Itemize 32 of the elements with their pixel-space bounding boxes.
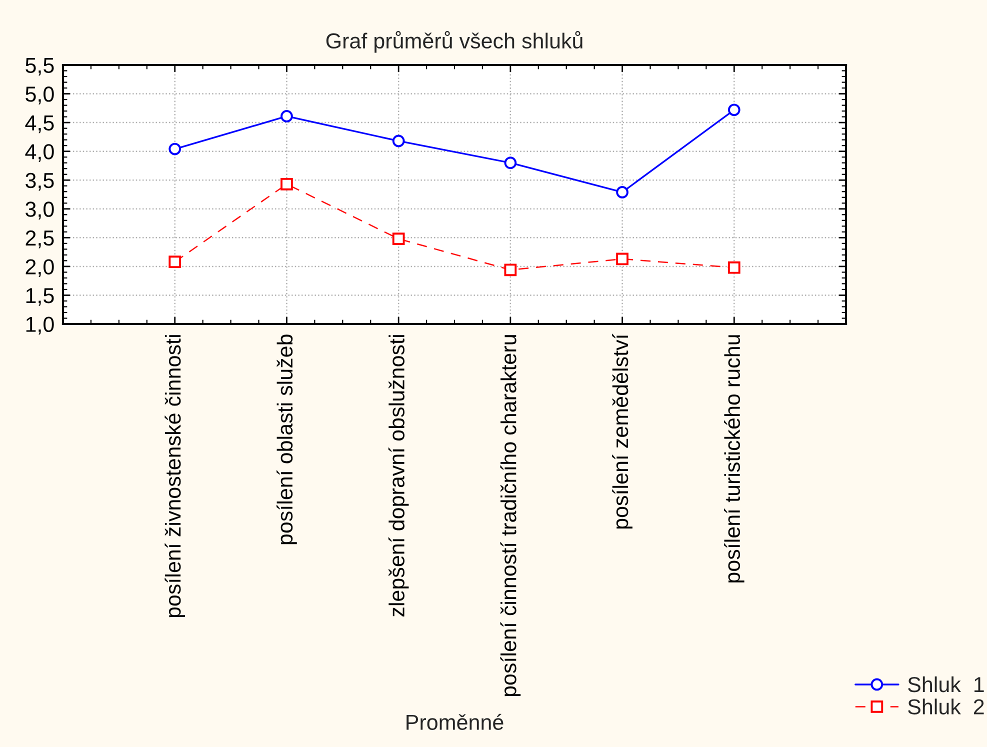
- y-tick-label: 1,0: [26, 316, 54, 335]
- y-tick-label: 4,0: [25, 144, 54, 162]
- point: [280, 110, 293, 122]
- point: [168, 256, 182, 268]
- point: [728, 261, 740, 274]
- x-axis-title: Proměnné: [406, 714, 504, 730]
- y-tick-label: 3,5: [26, 172, 54, 191]
- x-tick-label: posílení činností tradičního charakteru: [500, 335, 521, 696]
- point: [616, 252, 628, 266]
- point: [504, 156, 517, 170]
- legend-label: Shluk 2: [908, 698, 984, 714]
- y-tick-label: 3,0: [26, 202, 54, 220]
- legend-label: Shluk 1: [908, 676, 984, 692]
- y-tick-label: 5,5: [26, 58, 54, 76]
- x-tick-label: posílení turistického ruchu: [724, 335, 744, 582]
- point: [616, 186, 628, 198]
- chart-title: Graf průměrů všech shluků: [326, 30, 582, 53]
- y-tick-label: 5,0: [26, 86, 54, 104]
- point: [392, 134, 405, 148]
- point: [392, 232, 405, 245]
- x-tick-label: posílení oblasti služeb: [276, 334, 297, 544]
- y-tick-label: 2,5: [26, 230, 54, 248]
- point: [504, 264, 517, 276]
- point: [728, 104, 740, 116]
- y-tick-label: 2,0: [26, 259, 54, 277]
- y-tick-label: 4,5: [25, 116, 54, 134]
- point: [168, 142, 182, 156]
- x-tick-label: zlepšení dopravní obslužnosti: [388, 335, 409, 616]
- x-tick-label: posílení zemědělství: [612, 334, 632, 529]
- point: [280, 178, 293, 190]
- x-tick-label: posílení živnostenské činnosti: [164, 335, 186, 618]
- y-tick-label: 1,5: [26, 288, 54, 306]
